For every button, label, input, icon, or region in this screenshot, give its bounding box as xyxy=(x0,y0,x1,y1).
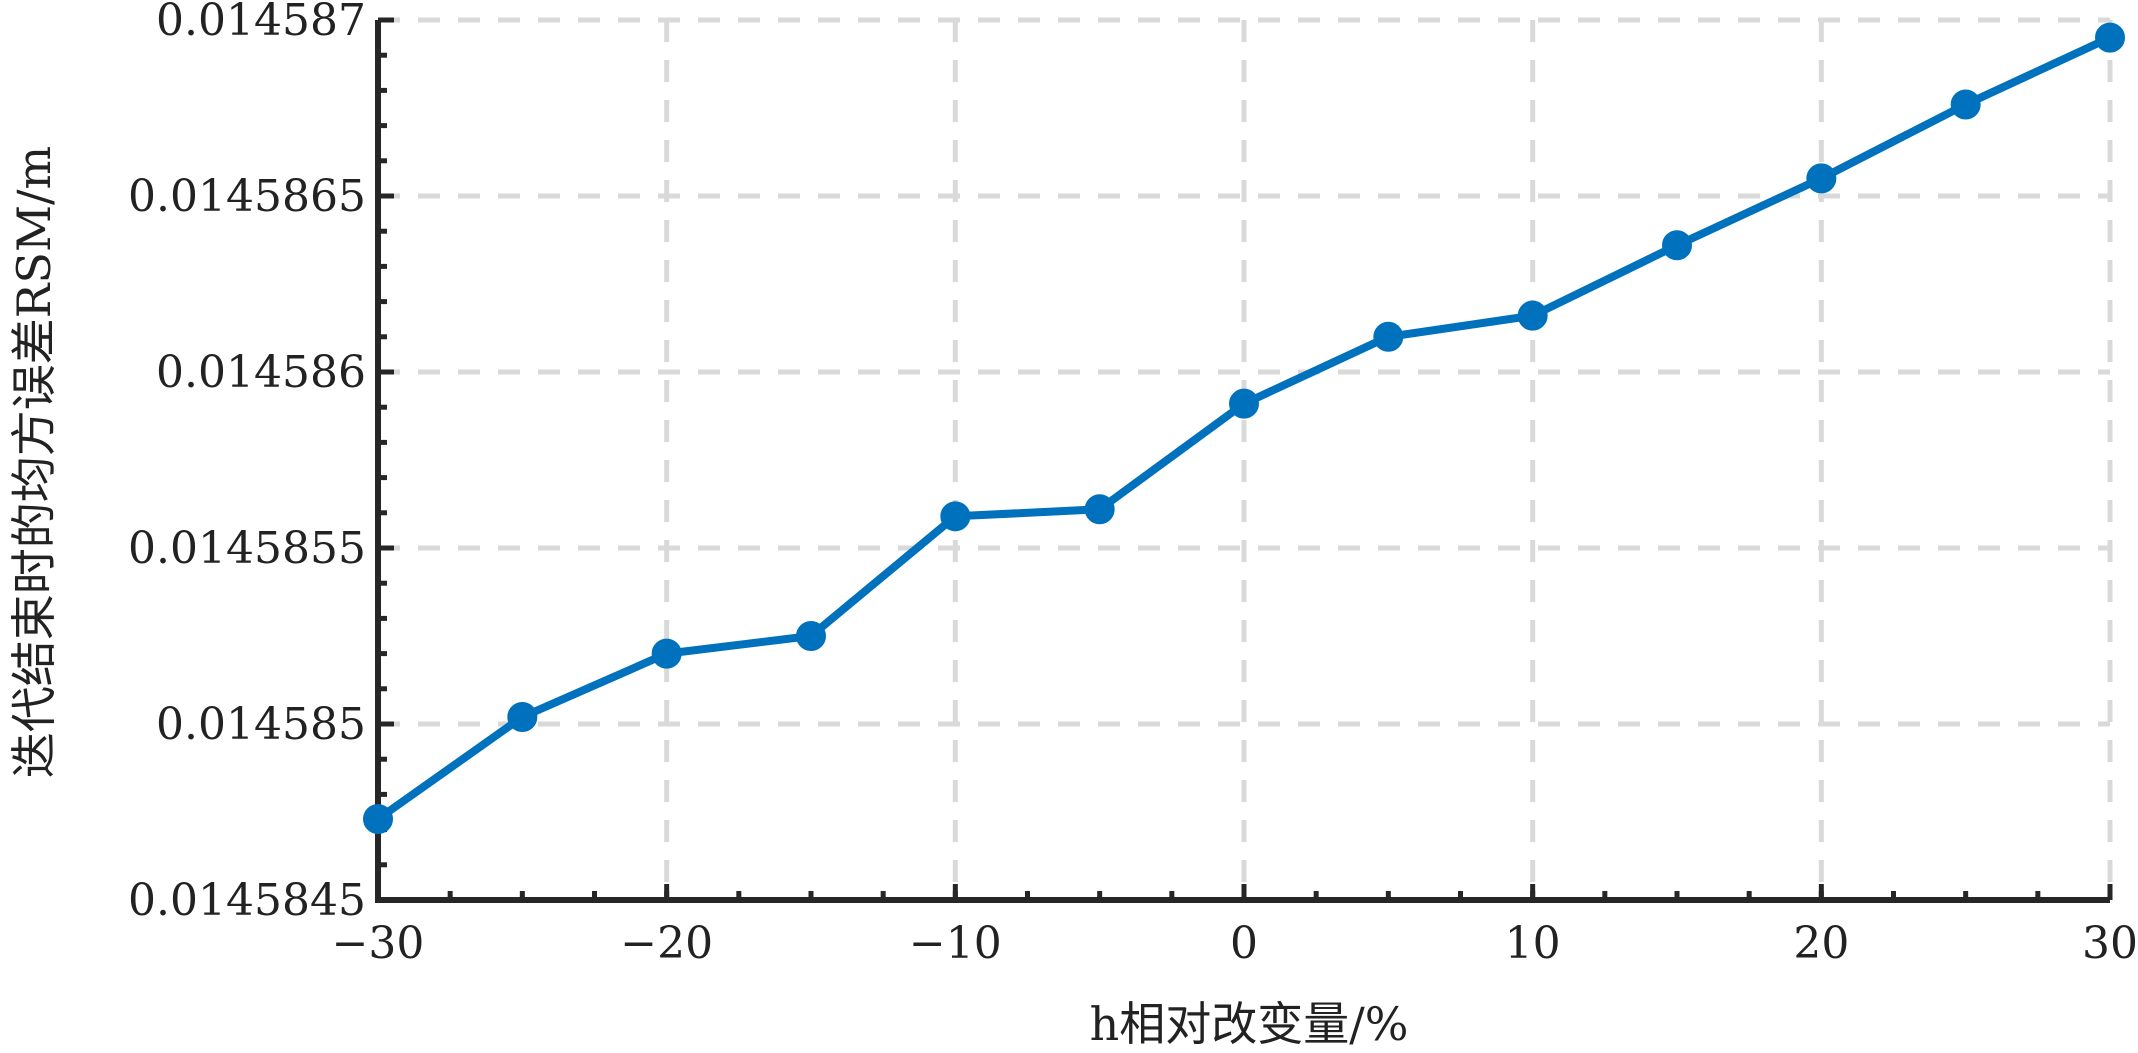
x-tick-label: 30 xyxy=(2082,918,2138,969)
data-point xyxy=(2095,22,2125,53)
x-tick-label: 20 xyxy=(1793,918,1849,969)
data-point xyxy=(1517,300,1548,331)
data-point xyxy=(363,804,393,835)
x-tick-labels: −30 −20 −10 0 10 20 30 xyxy=(332,918,2138,969)
data-point xyxy=(651,638,682,669)
data-point xyxy=(1084,494,1115,525)
data-point xyxy=(1806,163,1837,194)
x-tick-label: −20 xyxy=(620,918,713,969)
y-axis-label: 迭代结束时的均方误差RSM/m xyxy=(7,146,61,778)
y-tick-label: 0.014587 xyxy=(156,0,366,46)
data-point xyxy=(1373,321,1404,352)
y-tick-labels: 0.0145845 0.014585 0.0145855 0.014586 0.0145… xyxy=(128,0,366,926)
y-tick-label: 0.014586 xyxy=(156,347,366,398)
y-tick-label: 0.0145845 xyxy=(128,875,366,926)
data-point xyxy=(940,501,971,532)
data-point xyxy=(1229,388,1259,419)
x-axis-label: h相对改变量/% xyxy=(1090,997,1409,1051)
x-tick-label: 10 xyxy=(1505,918,1561,969)
x-tick-label: 0 xyxy=(1230,918,1258,969)
x-tick-label: −10 xyxy=(909,918,1002,969)
data-point xyxy=(796,621,826,651)
y-tick-label: 0.014585 xyxy=(156,699,366,750)
data-point xyxy=(507,701,538,732)
series-layer xyxy=(363,22,2125,835)
x-tick-label: −30 xyxy=(332,918,425,969)
y-tick-label: 0.0145855 xyxy=(128,523,366,574)
y-tick-label: 0.0145865 xyxy=(128,171,366,222)
grid-lines xyxy=(378,17,2113,900)
axes xyxy=(375,17,2113,903)
data-point xyxy=(1950,89,1981,120)
data-point xyxy=(1662,230,1692,261)
